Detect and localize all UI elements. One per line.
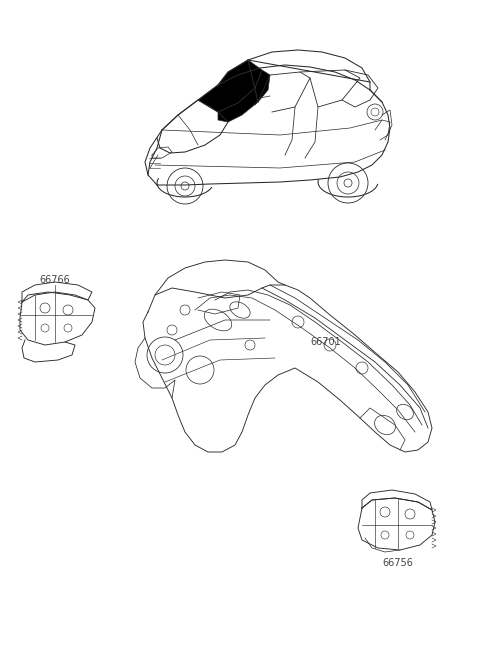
Text: 66766: 66766: [40, 275, 71, 285]
Polygon shape: [198, 60, 262, 112]
Text: 66701: 66701: [310, 337, 341, 347]
Polygon shape: [218, 70, 270, 122]
Text: 66756: 66756: [383, 558, 413, 568]
